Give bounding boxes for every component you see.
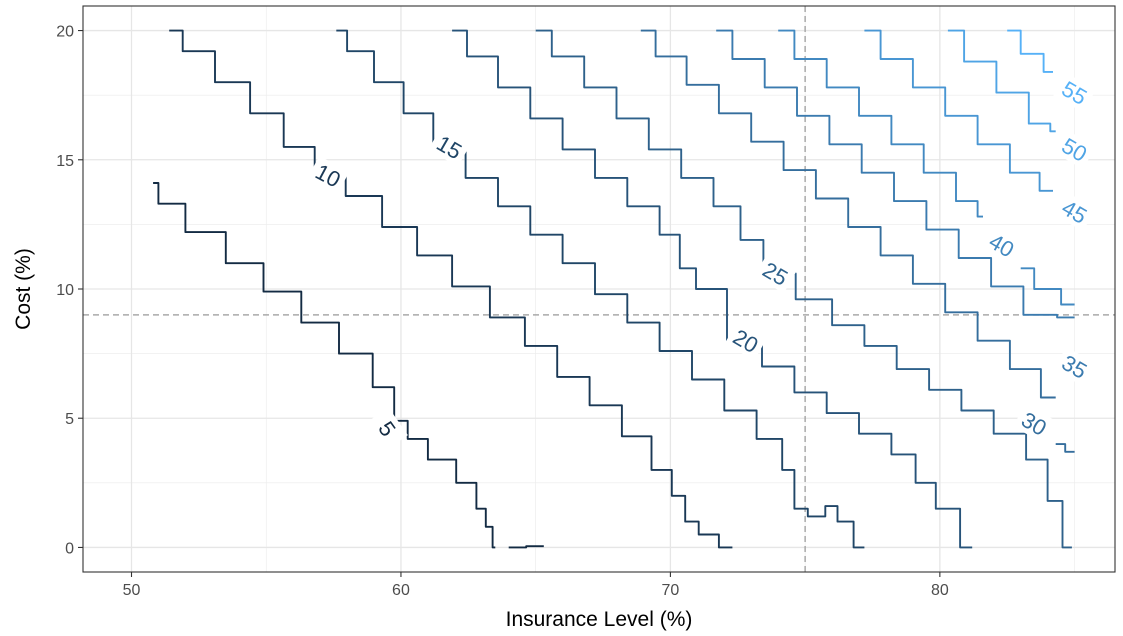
- contour-label-background: [980, 225, 1024, 265]
- contour-line-10: [169, 29, 733, 549]
- y-tick-label: 5: [65, 411, 74, 428]
- x-tick-label: 70: [662, 582, 680, 599]
- contour-line-25: [535, 29, 1072, 549]
- x-tick-label: 80: [931, 582, 949, 599]
- contour-label-background: [754, 253, 797, 294]
- y-tick-label: 20: [56, 24, 74, 41]
- x-axis-ticks: 50 60 70 80: [123, 572, 949, 599]
- reference-lines: [83, 6, 1115, 572]
- y-tick-label: 0: [65, 540, 74, 557]
- y-axis-ticks: 0 5 10 15 20: [56, 24, 83, 557]
- contour-line-5: [508, 545, 544, 549]
- y-tick-label: 10: [56, 282, 74, 299]
- x-tick-label: 60: [392, 582, 410, 599]
- contour-label-background: [1053, 72, 1096, 113]
- contour-line-35: [716, 29, 1075, 319]
- contour-line-40: [1020, 267, 1075, 306]
- contour-label-background: [1053, 191, 1096, 232]
- contour-label-background: [1053, 346, 1096, 387]
- contour-line-5: [153, 182, 496, 549]
- y-tick-label: 15: [56, 153, 74, 170]
- contour-label-background: [1012, 403, 1056, 444]
- contour-lines: [153, 29, 1075, 549]
- contour-label-group-5: 5: [367, 407, 408, 450]
- contour-label-background: [428, 127, 471, 167]
- contour-label-background: [367, 407, 408, 450]
- contour-line-40: [778, 29, 983, 218]
- contour-line-30: [1055, 443, 1075, 453]
- contour-label-background: [724, 320, 768, 361]
- contour-line-45: [864, 29, 1053, 192]
- contour-line-55: [1007, 29, 1053, 73]
- contour-label-background: [307, 155, 350, 195]
- y-axis-title: Cost (%): [12, 248, 35, 330]
- contour-label-background: [1053, 129, 1096, 170]
- contour-line-15: [336, 29, 865, 549]
- contour-line-30: [640, 29, 1056, 399]
- x-tick-label: 50: [123, 582, 141, 599]
- x-axis-title: Insurance Level (%): [506, 608, 693, 631]
- contour-line-20: [452, 29, 973, 549]
- contour-line-50: [947, 29, 1056, 133]
